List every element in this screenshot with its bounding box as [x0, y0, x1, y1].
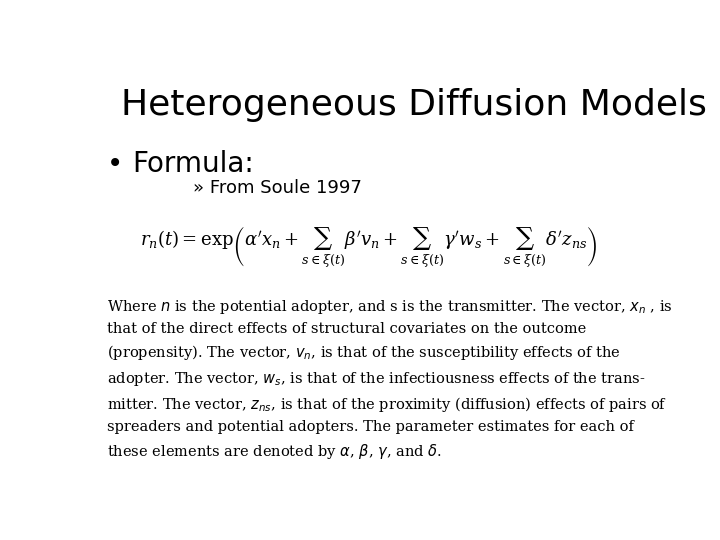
Text: $r_n(t) = \mathrm{exp}\left(\alpha'x_n + \sum_{s\in\xi(t)} \beta'v_n + \sum_{s\i: $r_n(t) = \mathrm{exp}\left(\alpha'x_n +…: [140, 225, 598, 271]
Text: Formula:: Formula:: [132, 150, 253, 178]
Text: Heterogeneous Diffusion Models: Heterogeneous Diffusion Models: [121, 87, 706, 122]
Text: » From Soule 1997: » From Soule 1997: [193, 179, 362, 197]
Text: Where $n$ is the potential adopter, and s is the transmitter. The vector, $x_n$ : Where $n$ is the potential adopter, and …: [107, 298, 672, 461]
Text: •: •: [107, 150, 123, 178]
